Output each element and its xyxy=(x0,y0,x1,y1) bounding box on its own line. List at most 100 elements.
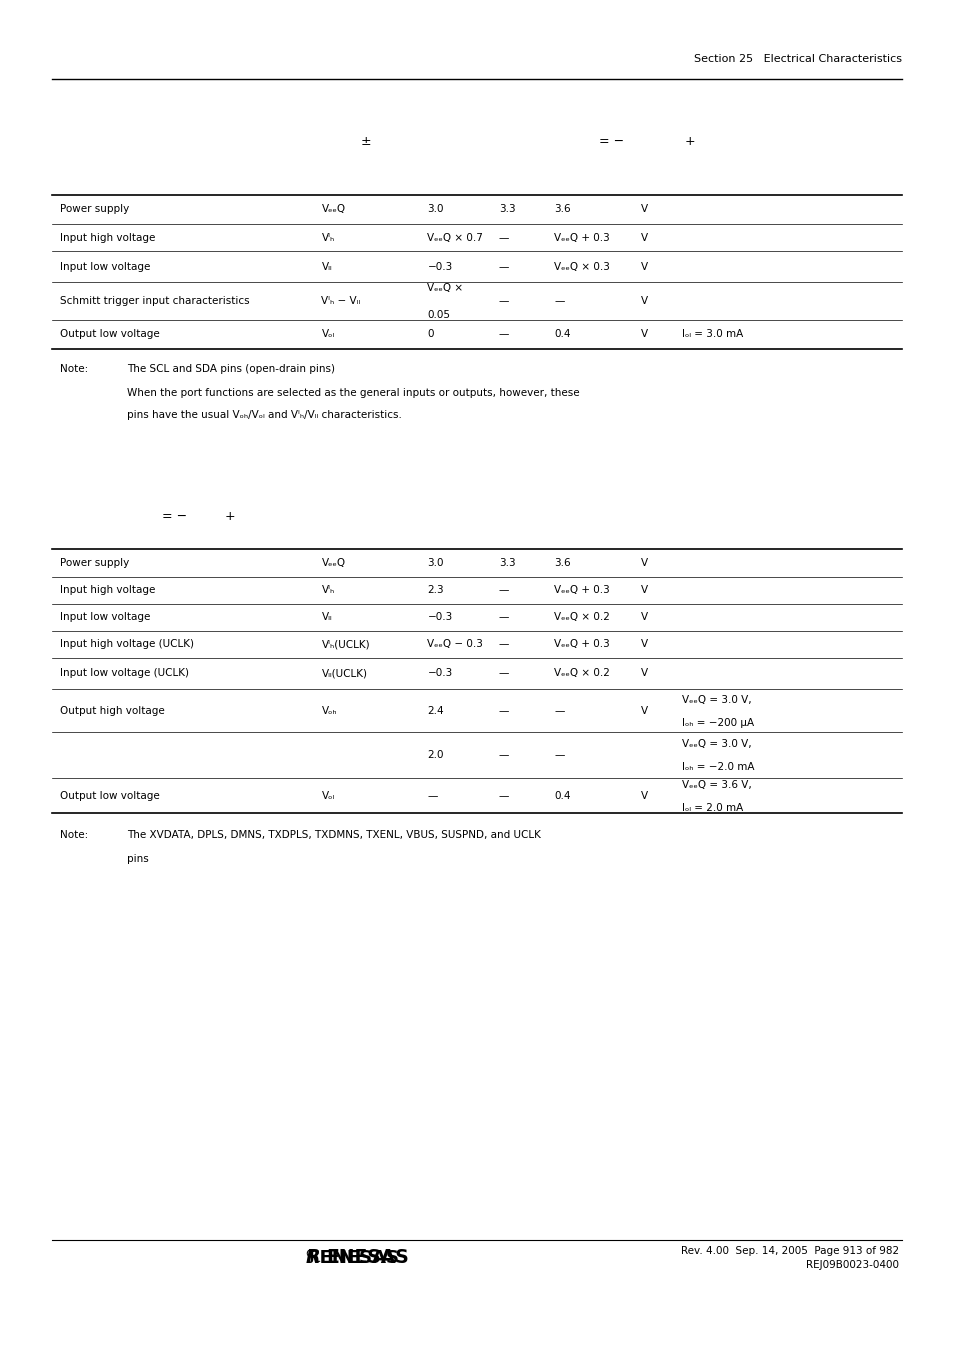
Text: = −: = − xyxy=(598,135,623,149)
Text: Vₗₗ(UCLK): Vₗₗ(UCLK) xyxy=(321,669,367,678)
Text: Vₗₗ: Vₗₗ xyxy=(321,612,332,623)
Text: V: V xyxy=(640,669,647,678)
Text: Output low voltage: Output low voltage xyxy=(60,790,160,801)
Text: −0.3: −0.3 xyxy=(427,612,452,623)
Text: VₑₑQ × 0.2: VₑₑQ × 0.2 xyxy=(554,612,610,623)
Text: —: — xyxy=(498,585,509,596)
Text: Rev. 4.00  Sep. 14, 2005  Page 913 of 982: Rev. 4.00 Sep. 14, 2005 Page 913 of 982 xyxy=(679,1246,898,1256)
Text: V: V xyxy=(640,204,647,215)
Text: VₑₑQ: VₑₑQ xyxy=(321,204,345,215)
Text: Iₒₗ = 2.0 mA: Iₒₗ = 2.0 mA xyxy=(681,802,742,813)
Text: 0.4: 0.4 xyxy=(554,330,570,339)
Text: V: V xyxy=(640,232,647,243)
Text: VₑₑQ + 0.3: VₑₑQ + 0.3 xyxy=(554,639,609,650)
Text: 3.3: 3.3 xyxy=(498,204,515,215)
Text: VₑₑQ × 0.7: VₑₑQ × 0.7 xyxy=(427,232,483,243)
Text: Iₒₕ = −200 μA: Iₒₕ = −200 μA xyxy=(681,717,754,728)
Text: pins have the usual Vₒₕ/Vₒₗ and Vᴵₕ/Vₗₗ characteristics.: pins have the usual Vₒₕ/Vₒₗ and Vᴵₕ/Vₗₗ … xyxy=(127,409,401,420)
Text: Schmitt trigger input characteristics: Schmitt trigger input characteristics xyxy=(60,296,250,307)
Text: pins: pins xyxy=(127,854,149,865)
Text: —: — xyxy=(554,705,564,716)
Text: Input low voltage: Input low voltage xyxy=(60,262,151,272)
Text: —: — xyxy=(498,296,509,307)
Text: Section 25   Electrical Characteristics: Section 25 Electrical Characteristics xyxy=(693,54,901,65)
Text: 0: 0 xyxy=(427,330,434,339)
Text: Vₒₕ: Vₒₕ xyxy=(321,705,336,716)
Text: VₑₑQ ×: VₑₑQ × xyxy=(427,282,463,293)
Text: V: V xyxy=(640,558,647,567)
Text: V: V xyxy=(640,262,647,272)
Text: Iₒₗ = 3.0 mA: Iₒₗ = 3.0 mA xyxy=(681,330,742,339)
Text: —: — xyxy=(498,612,509,623)
Text: +: + xyxy=(224,509,234,523)
Text: Output low voltage: Output low voltage xyxy=(60,330,160,339)
Text: The SCL and SDA pins (open-drain pins): The SCL and SDA pins (open-drain pins) xyxy=(127,363,335,374)
Text: 2.0: 2.0 xyxy=(427,750,443,761)
Text: —: — xyxy=(498,639,509,650)
Text: —: — xyxy=(498,669,509,678)
Text: V: V xyxy=(640,296,647,307)
Text: Vᴵₕ − Vₗₗ: Vᴵₕ − Vₗₗ xyxy=(321,296,360,307)
Text: 0.05: 0.05 xyxy=(427,309,450,320)
Text: −0.3: −0.3 xyxy=(427,669,452,678)
Text: REJ09B0023-0400: REJ09B0023-0400 xyxy=(805,1259,898,1270)
Text: —: — xyxy=(554,296,564,307)
Text: 3.0: 3.0 xyxy=(427,558,443,567)
Text: 3.6: 3.6 xyxy=(554,204,570,215)
Text: V: V xyxy=(640,330,647,339)
Text: Vᴵₕ: Vᴵₕ xyxy=(321,232,335,243)
Text: Note:: Note: xyxy=(60,830,89,840)
Text: —: — xyxy=(498,750,509,761)
Text: —: — xyxy=(498,790,509,801)
Text: V: V xyxy=(640,585,647,596)
Text: —: — xyxy=(498,705,509,716)
Text: ENESAS: ENESAS xyxy=(326,1248,409,1267)
Text: ℜENESAS: ℜENESAS xyxy=(305,1248,399,1267)
Text: R: R xyxy=(305,1248,319,1267)
Text: Power supply: Power supply xyxy=(60,558,130,567)
Text: 2.3: 2.3 xyxy=(427,585,443,596)
Text: —: — xyxy=(498,330,509,339)
Text: 3.0: 3.0 xyxy=(427,204,443,215)
Text: VₑₑQ = 3.0 V,: VₑₑQ = 3.0 V, xyxy=(681,694,751,705)
Text: VₑₑQ = 3.6 V,: VₑₑQ = 3.6 V, xyxy=(681,780,751,790)
Text: VₑₑQ + 0.3: VₑₑQ + 0.3 xyxy=(554,585,609,596)
Text: VₑₑQ: VₑₑQ xyxy=(321,558,345,567)
Text: —: — xyxy=(427,790,437,801)
Text: ±: ± xyxy=(360,135,371,149)
Text: 0.4: 0.4 xyxy=(554,790,570,801)
Text: −0.3: −0.3 xyxy=(427,262,452,272)
Text: V: V xyxy=(640,639,647,650)
Text: V: V xyxy=(640,705,647,716)
Text: V: V xyxy=(640,612,647,623)
Text: Vₒₗ: Vₒₗ xyxy=(321,790,335,801)
Text: Output high voltage: Output high voltage xyxy=(60,705,165,716)
Text: Input high voltage: Input high voltage xyxy=(60,232,155,243)
Text: Note:: Note: xyxy=(60,363,89,374)
Text: —: — xyxy=(498,232,509,243)
Text: +: + xyxy=(684,135,695,149)
Text: —: — xyxy=(498,262,509,272)
Text: Input high voltage: Input high voltage xyxy=(60,585,155,596)
Text: = −: = − xyxy=(162,509,187,523)
Text: —: — xyxy=(554,750,564,761)
Text: VₑₑQ − 0.3: VₑₑQ − 0.3 xyxy=(427,639,483,650)
Text: VₑₑQ × 0.2: VₑₑQ × 0.2 xyxy=(554,669,610,678)
Text: Input low voltage (UCLK): Input low voltage (UCLK) xyxy=(60,669,189,678)
Text: 3.6: 3.6 xyxy=(554,558,570,567)
Text: 2.4: 2.4 xyxy=(427,705,443,716)
Text: When the port functions are selected as the general inputs or outputs, however, : When the port functions are selected as … xyxy=(127,388,578,399)
Text: Vₒₗ: Vₒₗ xyxy=(321,330,335,339)
Text: VₑₑQ + 0.3: VₑₑQ + 0.3 xyxy=(554,232,609,243)
Text: Vᴵₕ(UCLK): Vᴵₕ(UCLK) xyxy=(321,639,370,650)
Text: VₑₑQ × 0.3: VₑₑQ × 0.3 xyxy=(554,262,610,272)
Text: Iₒₕ = −2.0 mA: Iₒₕ = −2.0 mA xyxy=(681,762,754,773)
Text: Vᴵₕ: Vᴵₕ xyxy=(321,585,335,596)
Text: Vₗₗ: Vₗₗ xyxy=(321,262,332,272)
Text: Power supply: Power supply xyxy=(60,204,130,215)
Text: 3.3: 3.3 xyxy=(498,558,515,567)
Text: The XVDATA, DPLS, DMNS, TXDPLS, TXDMNS, TXENL, VBUS, SUSPND, and UCLK: The XVDATA, DPLS, DMNS, TXDPLS, TXDMNS, … xyxy=(127,830,540,840)
Text: Input low voltage: Input low voltage xyxy=(60,612,151,623)
Text: V: V xyxy=(640,790,647,801)
Text: VₑₑQ = 3.0 V,: VₑₑQ = 3.0 V, xyxy=(681,739,751,750)
